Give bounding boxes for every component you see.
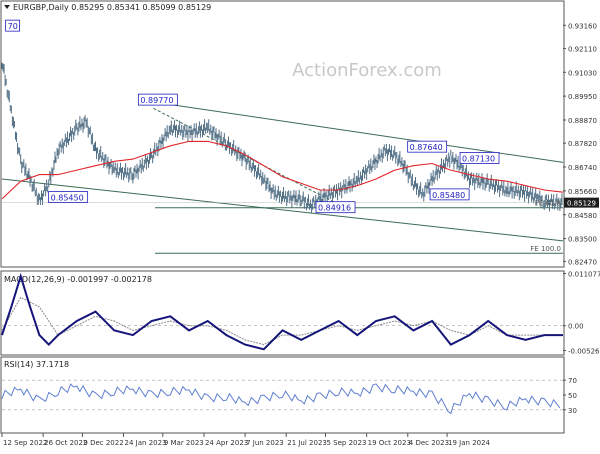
- price-axis-label: 0.85660: [568, 188, 597, 196]
- time-axis-label: 19 Jan 2024: [448, 439, 491, 447]
- price-annotation-label: 0.85450: [51, 194, 84, 203]
- rsi-line: [1, 383, 561, 415]
- price-annotation-label: 0.87640: [410, 143, 443, 152]
- time-axis-label: 9 Mar 2023: [164, 439, 204, 447]
- time-axis-label: 19 Oct 2023: [368, 439, 411, 447]
- rsi-axis-label: 70: [568, 377, 577, 385]
- current-price-label: 0.85129: [567, 200, 596, 208]
- price-axis-label: 0.86740: [568, 164, 597, 172]
- time-axis-label: 4 Dec 2023: [409, 439, 449, 447]
- macd-main-line: [1, 272, 563, 351]
- symbol-line: EURGBP,Daily 0.85295 0.85341 0.85099 0.8…: [13, 3, 211, 12]
- price-axis-label: 0.87820: [568, 140, 597, 148]
- macd-axis-label: 0.011077: [568, 271, 600, 279]
- price-annotation-box: [5, 19, 21, 32]
- price-annotation-box: [315, 201, 356, 214]
- price-axis-label: 0.93160: [568, 22, 597, 30]
- rsi-axis-label: 50: [568, 392, 577, 400]
- collapse-triangle-icon[interactable]: [4, 5, 10, 9]
- fib-level-label: FE 100.0: [530, 245, 561, 253]
- symbol-header: EURGBP,Daily 0.85295 0.85341 0.85099 0.8…: [4, 3, 211, 12]
- price-annotation-label: 0.84916: [318, 204, 351, 213]
- price-annotation-box: [429, 188, 470, 201]
- price-annotation-label: 0.87130: [462, 154, 495, 163]
- time-axis-label: 24 Jan 2023: [125, 439, 167, 447]
- rsi-axis-label: 30: [568, 407, 577, 415]
- time-axis-label: 7 Jun 2023: [246, 439, 284, 447]
- price-axis-label: 0.88870: [568, 117, 597, 125]
- price-annotation-box: [459, 152, 500, 164]
- price-annotation-box: [48, 191, 89, 203]
- macd-title: MACD(12,26,9) -0.001997 -0.002178: [4, 275, 152, 284]
- time-axis-label: 21 Jul 2023: [287, 439, 327, 447]
- price-axis-label: 0.89950: [568, 93, 597, 101]
- channel-line: [1, 178, 564, 242]
- price-axis-label: 0.83500: [568, 236, 597, 244]
- fib-level-label: FE 61.8: [535, 200, 561, 208]
- macd-panel: [0, 270, 565, 356]
- price-annotation-box: [407, 140, 448, 153]
- macd-axis-label: 0.00: [568, 323, 584, 331]
- price-annotation-label: 0.85480: [432, 191, 465, 200]
- time-axis-label: 5 Sep 2023: [327, 439, 367, 447]
- axis-layer: 0.93160 0.92110 0.91030 0.89950 0.88870 0.878…: [1, 22, 600, 447]
- rsi-title: RSI(14) 37.1718: [4, 360, 69, 369]
- time-axis-label: 9 Dec 2022: [83, 439, 123, 447]
- price-annotation-box: [137, 93, 178, 106]
- price-axis-label: 0.84580: [568, 212, 597, 220]
- price-panel: [0, 0, 565, 268]
- current-price-tag: [564, 197, 599, 208]
- channel-line: [153, 107, 351, 211]
- moving-average-line: [1, 140, 564, 200]
- price-annotation-label: 70: [8, 22, 18, 31]
- watermark: ActionForex.com: [292, 60, 442, 81]
- time-axis-label: 24 Apr 2023: [205, 439, 248, 447]
- channel-line: [140, 99, 564, 163]
- time-axis-label: 12 Sep 2022: [3, 439, 47, 447]
- price-axis-label: 0.91030: [568, 69, 597, 77]
- annotation-layer: FE 61.8 FE 100.0 70 0.89770 0.85450 0.84916 0.…: [5, 19, 561, 253]
- series-layer: [1, 62, 564, 415]
- price-axis-label: 0.82470: [568, 258, 597, 266]
- time-axis-label: 26 Oct 2022: [44, 439, 87, 447]
- price-axis-label: 0.92110: [568, 45, 597, 53]
- price-annotation-label: 0.89770: [140, 96, 173, 105]
